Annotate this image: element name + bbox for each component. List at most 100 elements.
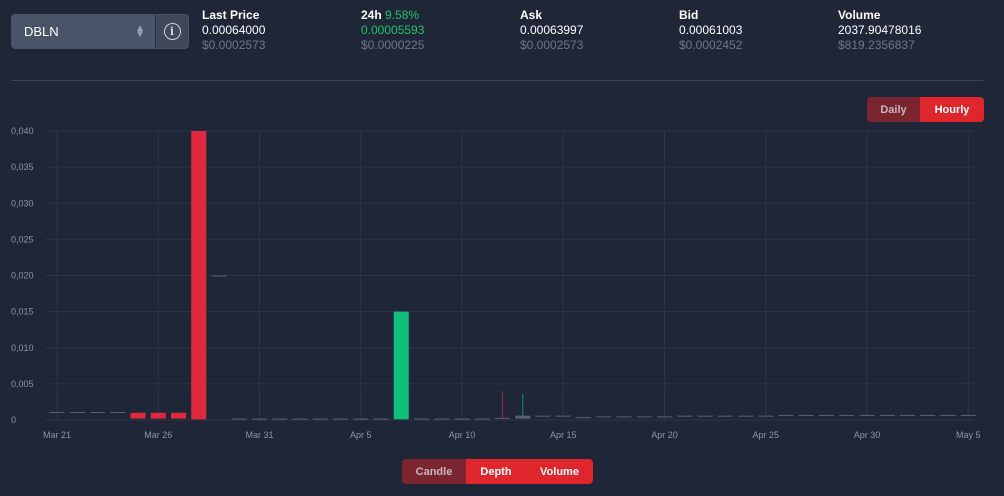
- candle[interactable]: [252, 418, 267, 420]
- candle[interactable]: [515, 393, 531, 420]
- interval-hourly-button[interactable]: Hourly: [920, 97, 984, 122]
- pair-dropdown[interactable]: DBLN ▲ ▼: [12, 15, 155, 48]
- candle[interactable]: [49, 412, 65, 414]
- candle[interactable]: [454, 418, 470, 420]
- candle-body: [859, 414, 875, 416]
- interval-daily-button[interactable]: Daily: [867, 97, 920, 122]
- x-tick-label: Apr 10: [449, 430, 476, 440]
- candle[interactable]: [636, 416, 652, 418]
- x-tick-label: Apr 25: [752, 430, 779, 440]
- x-tick-label: May 5: [956, 430, 981, 440]
- candle[interactable]: [576, 417, 591, 419]
- candle-body: [69, 412, 85, 414]
- candle[interactable]: [960, 414, 976, 416]
- candle[interactable]: [272, 418, 288, 420]
- stat-usd: $0.0002573: [520, 38, 584, 52]
- candle-body: [110, 412, 126, 414]
- candle[interactable]: [393, 311, 409, 420]
- candle[interactable]: [819, 414, 834, 416]
- view-depth-button[interactable]: Depth: [466, 459, 526, 484]
- pair-selector[interactable]: DBLN ▲ ▼ i: [11, 14, 189, 49]
- candle-body: [373, 418, 389, 420]
- y-tick-label: 0,030: [11, 198, 34, 208]
- candle[interactable]: [717, 415, 733, 417]
- candle[interactable]: [596, 416, 612, 418]
- candle[interactable]: [657, 416, 672, 418]
- candle[interactable]: [677, 415, 693, 417]
- candle[interactable]: [798, 414, 814, 416]
- stat-label: Last Price: [202, 8, 260, 22]
- candle[interactable]: [616, 416, 632, 418]
- candle[interactable]: [879, 414, 895, 416]
- view-volume-button[interactable]: Volume: [526, 459, 593, 484]
- candle[interactable]: [211, 275, 227, 277]
- view-candle-button[interactable]: Candle: [402, 459, 466, 484]
- candle[interactable]: [738, 415, 753, 417]
- x-tick-label: Mar 21: [43, 430, 71, 440]
- candle-body: [272, 418, 288, 420]
- chevron-updown-icon: ▲ ▼: [135, 22, 145, 40]
- stat-usd: $819.2356837: [838, 38, 915, 52]
- candle[interactable]: [920, 414, 936, 416]
- candle[interactable]: [495, 391, 510, 420]
- candle[interactable]: [859, 414, 875, 416]
- stat-usd: $0.0000225: [361, 38, 425, 52]
- candle-body: [576, 417, 591, 419]
- candle[interactable]: [191, 131, 207, 420]
- candle-body: [717, 415, 733, 417]
- stat-24h: 24h 9.58% 0.00005593 $0.0000225: [361, 8, 424, 53]
- candle-body: [798, 414, 814, 416]
- candle[interactable]: [110, 412, 126, 414]
- candle-body: [616, 416, 632, 418]
- stat-value: 0.00061003: [679, 23, 743, 37]
- candle-body: [677, 415, 693, 417]
- y-tick-label: 0,035: [11, 162, 34, 172]
- candle-body: [333, 418, 348, 420]
- stat-value: 0.00064000: [202, 23, 266, 37]
- candle[interactable]: [758, 415, 774, 417]
- candle-body: [231, 418, 247, 420]
- candle[interactable]: [292, 418, 308, 420]
- candle[interactable]: [333, 418, 348, 420]
- candle[interactable]: [130, 412, 146, 419]
- candle[interactable]: [778, 414, 794, 416]
- y-tick-label: 0,005: [11, 379, 34, 389]
- x-tick-label: Apr 20: [651, 430, 678, 440]
- candle-body: [474, 418, 490, 420]
- candle-body: [434, 418, 450, 420]
- stat-label: Ask: [520, 8, 543, 22]
- candle-body: [879, 414, 895, 416]
- y-tick-label: 0,025: [11, 234, 34, 244]
- candle[interactable]: [900, 414, 915, 416]
- price-chart[interactable]: 0 0,005 0,010 0,015 0,020 0,025 0,030 0,035 0,04…: [0, 120, 1004, 442]
- candle[interactable]: [150, 412, 166, 419]
- candle-body: [657, 416, 672, 418]
- candle[interactable]: [171, 412, 186, 419]
- y-tick-label: 0,010: [11, 343, 34, 353]
- candle[interactable]: [697, 415, 713, 417]
- candle[interactable]: [555, 415, 571, 417]
- candle[interactable]: [90, 412, 105, 414]
- candle-body: [515, 415, 531, 419]
- candle-body: [920, 414, 936, 416]
- candle-body: [252, 418, 267, 420]
- candle[interactable]: [69, 412, 85, 414]
- info-button[interactable]: i: [155, 15, 188, 48]
- candle[interactable]: [373, 418, 389, 420]
- candle-body: [960, 414, 976, 416]
- candle-body: [393, 311, 409, 420]
- candle[interactable]: [535, 415, 551, 417]
- y-tick-label: 0: [11, 415, 16, 425]
- pair-dropdown-value: DBLN: [24, 24, 59, 39]
- candle[interactable]: [312, 418, 328, 420]
- header-divider: [11, 80, 983, 81]
- candle[interactable]: [434, 418, 450, 420]
- candle[interactable]: [353, 418, 369, 420]
- candle-body: [778, 414, 794, 416]
- candle[interactable]: [839, 414, 855, 416]
- candle[interactable]: [231, 418, 247, 420]
- candle[interactable]: [474, 418, 490, 420]
- candle[interactable]: [414, 418, 429, 420]
- candle[interactable]: [940, 414, 956, 416]
- candle-body: [171, 412, 186, 419]
